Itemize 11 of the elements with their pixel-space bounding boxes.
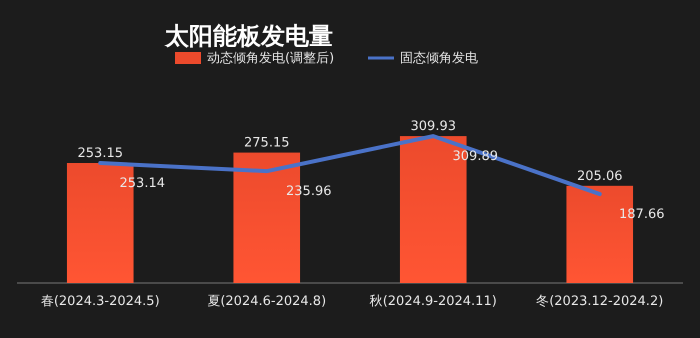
legend-label: 固态倾角发电	[400, 51, 478, 66]
x-tick-label: 夏(2024.6-2024.8)	[207, 294, 326, 309]
data-label: 309.93	[410, 119, 456, 134]
x-tick-label: 秋(2024.9-2024.11)	[370, 294, 497, 309]
chart-title: 太阳能板发电量	[164, 22, 333, 50]
data-label: 205.06	[577, 168, 622, 184]
data-label: 253.15	[78, 146, 123, 162]
legend-label: 动态倾角发电(调整后)	[207, 51, 334, 66]
x-tick-label: 春(2024.3-2024.5)	[40, 294, 160, 309]
x-tick-label: 冬(2023.12-2024.2)	[536, 294, 664, 309]
data-label: 275.15	[244, 136, 290, 151]
